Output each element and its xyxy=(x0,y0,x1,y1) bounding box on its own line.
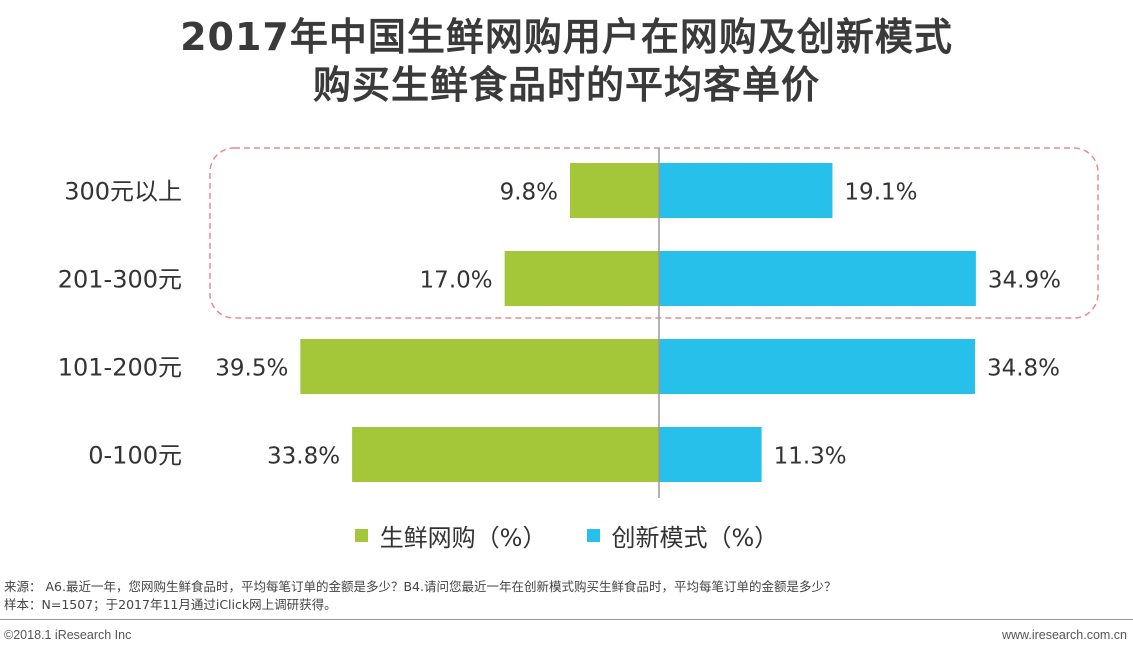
category-label-row-2: 201-300元 xyxy=(58,266,182,294)
value-label-innovative-row-4: 11.3% xyxy=(774,444,847,470)
chart-title-line-2: 购买生鲜食品时的平均客单价 xyxy=(312,63,820,107)
legend-label-innovative: 创新模式（%） xyxy=(611,524,779,552)
legend-label-online: 生鲜网购（%） xyxy=(379,524,547,552)
bar-innovative-row-1 xyxy=(659,163,833,218)
legend-swatch-innovative xyxy=(586,529,600,542)
category-label-row-4: 0-100元 xyxy=(88,442,182,470)
legend-item-online: 生鲜网购（%） xyxy=(354,518,547,553)
chart-title-line-1: 2017年中国生鲜网购用户在网购及创新模式 xyxy=(180,15,953,59)
legend-swatch-online xyxy=(354,529,368,542)
category-label-row-3: 101-200元 xyxy=(58,354,182,382)
value-label-online-row-2: 17.0% xyxy=(420,268,493,294)
bar-innovative-row-4 xyxy=(659,427,762,482)
footer-divider xyxy=(0,619,1133,620)
copyright-text: ©2018.1 iResearch Inc xyxy=(4,628,132,642)
bar-online-row-4 xyxy=(352,427,659,482)
value-label-innovative-row-3: 34.8% xyxy=(987,356,1060,382)
bar-innovative-row-2 xyxy=(659,251,976,306)
sample-note: 样本：N=1507；于2017年11月通过iClick网上调研获得。 xyxy=(4,597,337,612)
value-label-online-row-4: 33.8% xyxy=(267,444,340,470)
value-label-innovative-row-2: 34.9% xyxy=(988,268,1061,294)
legend-item-innovative: 创新模式（%） xyxy=(586,518,779,553)
legend: 生鲜网购（%） 创新模式（%） xyxy=(0,518,1133,553)
bar-innovative-row-3 xyxy=(659,339,975,394)
highlight-box xyxy=(209,147,1099,319)
bar-online-row-3 xyxy=(300,339,659,394)
value-label-online-row-1: 9.8% xyxy=(500,180,558,206)
value-label-online-row-3: 39.5% xyxy=(215,356,288,382)
bar-online-row-2 xyxy=(504,251,659,306)
category-label-row-1: 300元以上 xyxy=(64,178,182,206)
website-link[interactable]: www.iresearch.com.cn xyxy=(1001,628,1127,642)
value-label-innovative-row-1: 19.1% xyxy=(844,180,917,206)
bar-online-row-1 xyxy=(570,163,659,218)
source-note: 来源： A6.最近一年，您网购生鲜食品时，平均每笔订单的金额是多少？B4.请问您… xyxy=(4,579,837,594)
